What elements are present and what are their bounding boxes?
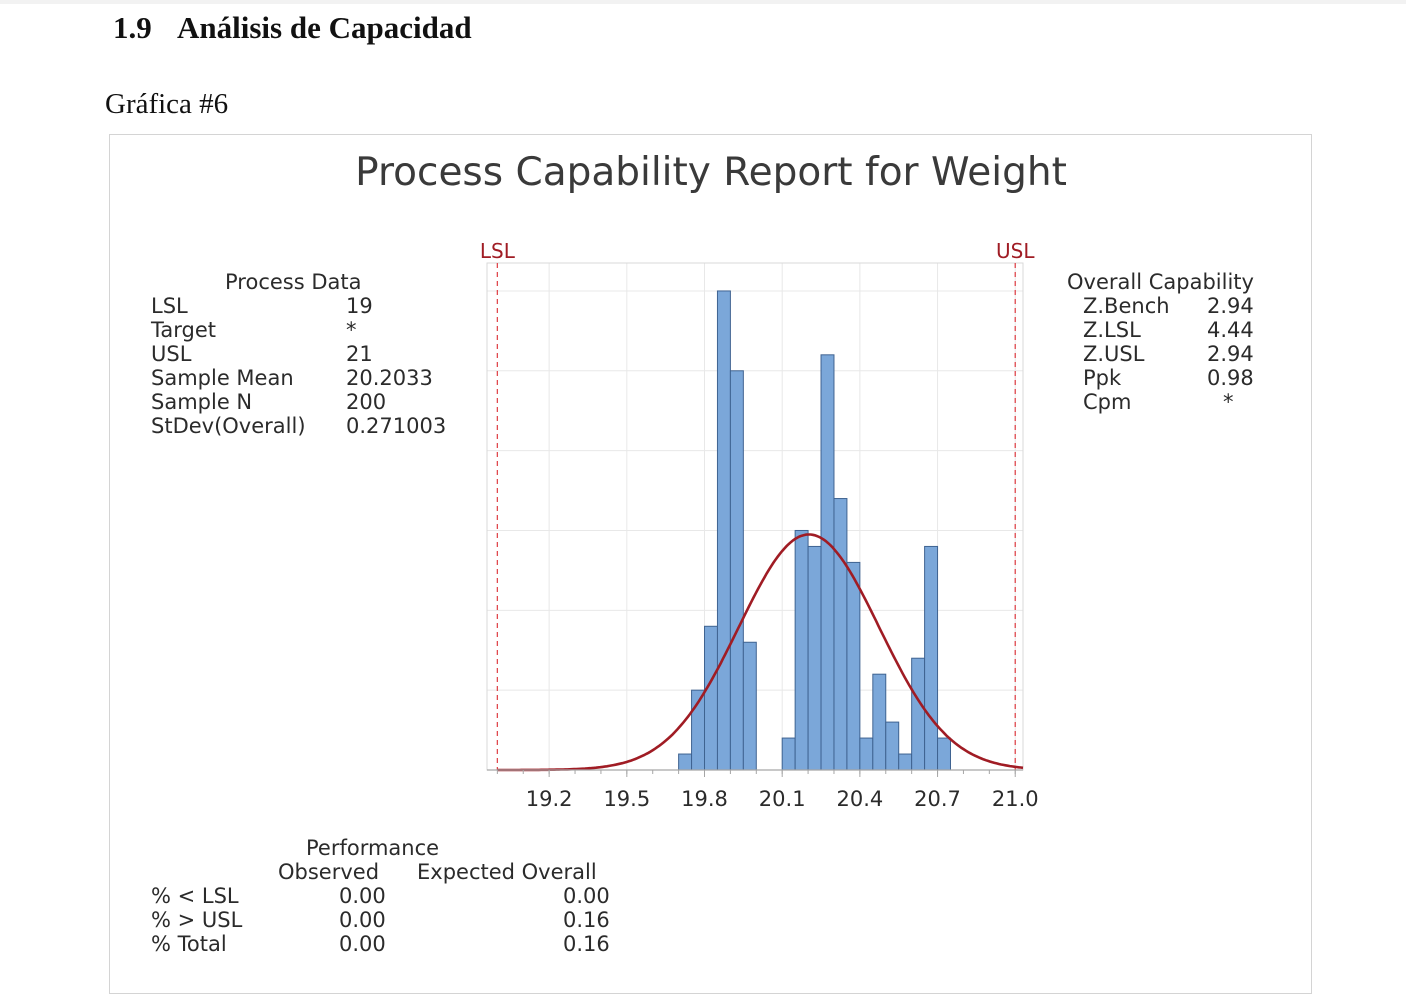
section-number: 1.9	[113, 10, 152, 45]
observed-value: 0.00	[339, 908, 386, 932]
process-data-value: 0.271003	[346, 414, 447, 438]
process-data-panel: Process Data LSL 19 Target * USL 21 Sample …	[151, 270, 461, 438]
process-data-value: 19	[346, 294, 373, 318]
performance-row: % < LSL 0.00 0.00	[151, 884, 621, 908]
performance-row: % > USL 0.00 0.16	[151, 908, 621, 932]
capability-value: 2.94	[1207, 342, 1254, 366]
x-tick-label: 19.5	[603, 787, 650, 811]
capability-row: Z.Bench 2.94	[1067, 294, 1287, 318]
figure-caption: Gráfica #6	[105, 88, 229, 120]
capability-value: *	[1223, 390, 1234, 414]
capability-label: Ppk	[1083, 366, 1122, 390]
capability-label: Z.Bench	[1083, 294, 1170, 318]
performance-label: % < LSL	[151, 884, 239, 908]
capability-row: Ppk 0.98	[1067, 366, 1287, 390]
observed-value: 0.00	[339, 932, 386, 956]
histogram-bar	[846, 561, 861, 771]
histogram-bar	[911, 657, 926, 771]
capability-label: Z.USL	[1083, 342, 1145, 366]
histogram-bar	[794, 529, 809, 771]
process-data-label: Sample N	[151, 390, 253, 414]
histogram-bar	[820, 354, 835, 771]
process-data-value: 20.2033	[346, 366, 433, 390]
process-data-label: Target	[151, 318, 216, 342]
process-data-value: 200	[346, 390, 387, 414]
histogram-bar	[937, 737, 951, 771]
expected-value: 0.16	[563, 908, 610, 932]
process-data-row: LSL 19	[151, 294, 461, 318]
process-data-row: Sample Mean 20.2033	[151, 366, 461, 390]
performance-label: % > USL	[151, 908, 243, 932]
histogram-bar	[872, 673, 887, 771]
histogram-bar	[924, 545, 939, 771]
x-tick-label: 20.4	[836, 787, 883, 811]
performance-label: % Total	[151, 932, 227, 956]
process-data-label: Sample Mean	[151, 366, 294, 390]
performance-heading: Performance	[306, 836, 440, 860]
process-data-row: USL 21	[151, 342, 461, 366]
histogram-bar	[716, 290, 731, 771]
normal-fit-curve	[497, 533, 1024, 772]
histogram-bar	[729, 370, 744, 771]
histogram-bar	[885, 721, 900, 771]
report-frame	[109, 134, 1312, 994]
expected-value: 0.16	[563, 932, 610, 956]
section-heading: 1.9 Análisis de Capacidad	[113, 10, 472, 46]
capability-label: Cpm	[1083, 390, 1132, 414]
histogram-bar	[833, 498, 848, 771]
process-data-label: StDev(Overall)	[151, 414, 306, 438]
capability-row: Cpm *	[1067, 390, 1287, 414]
expected-column-header: Expected Overall	[417, 860, 597, 884]
section-title: Análisis de Capacidad	[177, 10, 472, 45]
x-tick-label: 21.0	[992, 787, 1039, 811]
x-tick-label: 19.8	[681, 787, 728, 811]
capability-label: Z.LSL	[1083, 318, 1141, 342]
performance-panel: Performance Observed Expected Overall % <…	[151, 836, 621, 956]
capability-value: 0.98	[1207, 366, 1254, 390]
histogram-bar	[898, 753, 913, 771]
histogram-bar	[742, 641, 757, 771]
overall-capability-heading: Overall Capability	[1067, 270, 1254, 294]
process-data-row: StDev(Overall) 0.271003	[151, 414, 461, 438]
capability-row: Z.LSL 4.44	[1067, 318, 1287, 342]
capability-row: Z.USL 2.94	[1067, 342, 1287, 366]
histogram-bar	[678, 753, 693, 771]
observed-value: 0.00	[339, 884, 386, 908]
process-data-heading: Process Data	[225, 270, 362, 294]
observed-column-header: Observed	[278, 860, 380, 884]
process-data-value: *	[346, 318, 357, 342]
histogram-bar	[704, 625, 718, 771]
process-data-row: Target *	[151, 318, 461, 342]
spec-limit-label-usl: USL	[996, 239, 1035, 263]
expected-value: 0.00	[563, 884, 610, 908]
overall-capability-panel: Overall Capability Z.Bench 2.94 Z.LSL 4.44…	[1067, 270, 1287, 414]
x-tick-label: 20.7	[914, 787, 961, 811]
x-tick-label: 19.2	[526, 787, 573, 811]
report-title: Process Capability Report for Weight	[355, 150, 1067, 195]
performance-row: % Total 0.00 0.16	[151, 932, 621, 956]
capability-value: 2.94	[1207, 294, 1254, 318]
capability-value: 4.44	[1207, 318, 1254, 342]
page-top-border	[0, 0, 1406, 4]
process-data-label: LSL	[151, 294, 188, 318]
histogram-bar	[781, 737, 796, 771]
process-data-value: 21	[346, 342, 373, 366]
process-data-label: USL	[151, 342, 192, 366]
histogram-bar	[807, 545, 822, 771]
process-data-row: Sample N 200	[151, 390, 461, 414]
spec-limit-label-lsl: LSL	[480, 239, 516, 263]
histogram-bar	[859, 737, 874, 771]
x-tick-label: 20.1	[759, 787, 806, 811]
